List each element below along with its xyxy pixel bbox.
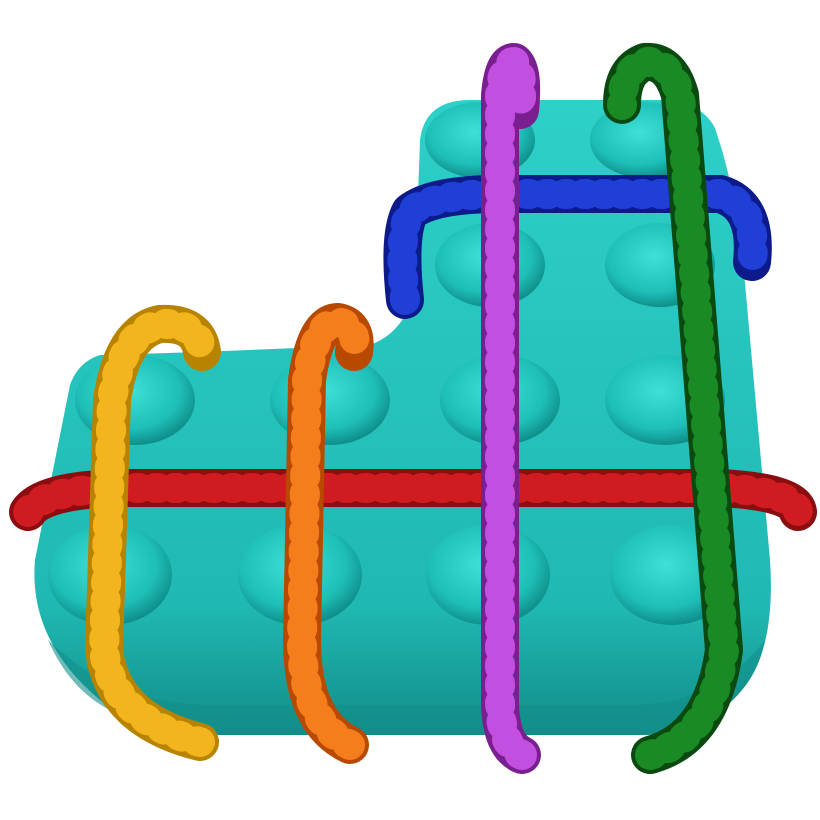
rope-blue[interactable]	[383, 175, 772, 319]
rope-yellow[interactable]	[85, 304, 221, 761]
rope-green[interactable]	[603, 42, 743, 774]
block	[34, 100, 771, 735]
rope-purple[interactable]	[481, 43, 541, 774]
rope-orange[interactable]	[283, 303, 374, 764]
block-base	[48, 640, 765, 735]
